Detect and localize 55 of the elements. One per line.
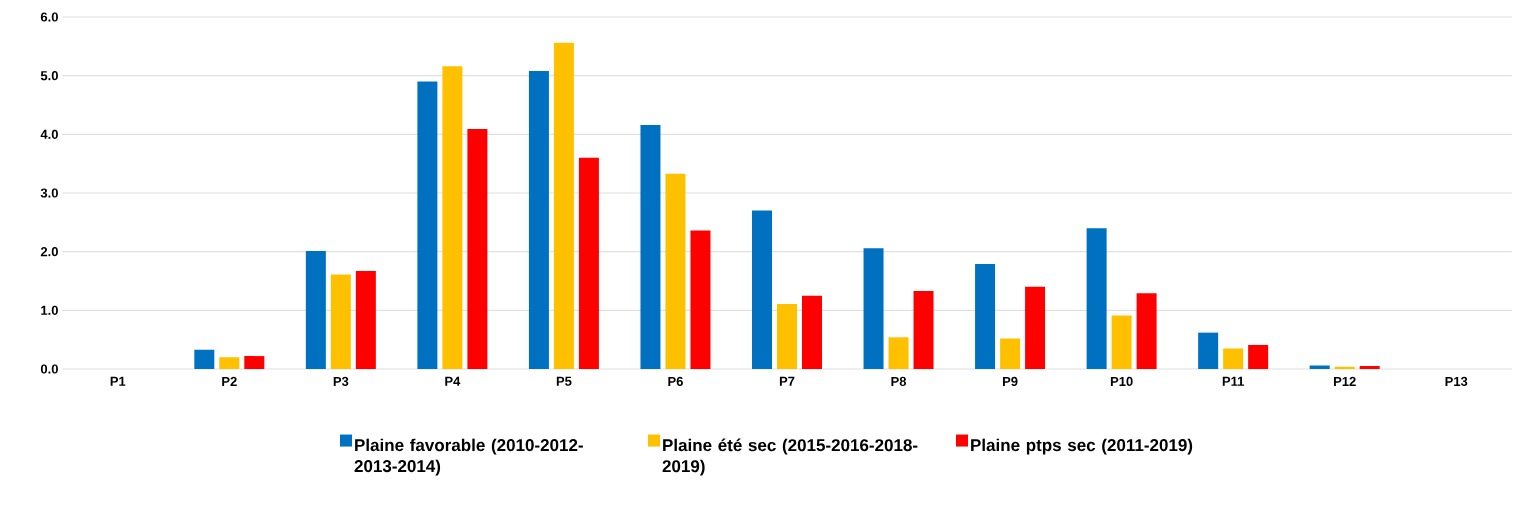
x-tick-label: P11 [1222,376,1244,386]
bar [863,248,884,369]
x-tick-label: P13 [1445,376,1468,387]
bar [802,295,822,369]
bar [913,290,934,369]
bar [888,337,909,369]
bar [665,173,686,369]
x-tick-label: P12 [1333,376,1356,386]
bar [244,356,265,369]
bar [219,357,240,369]
bar [442,66,463,369]
bar [1111,315,1132,369]
y-tick-label: 2.0 [40,247,58,257]
bar [1086,228,1107,369]
bar [194,349,215,369]
x-tick-label: P9 [1002,376,1018,386]
y-tick-label: 4.0 [40,129,58,139]
legend-label: Plaine favorable (2010-2012-2013-2014) [354,438,583,476]
bar [1359,366,1380,369]
y-tick-label: 1.0 [41,305,58,315]
y-tick-label: 0.0 [40,364,58,374]
legend-label: Plaine ptps sec (2011-2019) [971,438,1193,455]
y-tick-label: 5.0 [40,71,58,81]
y-tick-label: 6.0 [40,12,58,22]
bar [1309,365,1330,369]
x-tick-label: P5 [556,376,572,386]
bar [355,271,376,369]
bar [330,274,351,369]
bar [528,70,549,369]
bar [553,42,574,369]
y-tick-label: 3.0 [40,188,58,198]
bar [1025,286,1046,369]
bar [777,303,797,369]
bar [1136,293,1157,369]
bar [640,124,661,369]
legend-label: Plaine été sec (2015-2016-2018-2019) [662,438,918,476]
x-tick-label: P10 [1110,376,1133,386]
bar [975,263,996,369]
x-tick-label: P1 [110,376,126,386]
bar [578,157,599,369]
bar [1223,348,1244,369]
bar [1000,338,1021,369]
bar [417,81,438,369]
x-tick-label: P2 [222,376,237,386]
bar [1248,344,1269,369]
bar [690,230,711,369]
bar [752,210,772,369]
bar [467,129,488,369]
x-tick-label: P6 [668,376,683,386]
bar [305,251,326,369]
x-tick-label: P3 [333,376,349,387]
bar [1198,332,1219,369]
x-tick-label: P4 [445,376,461,386]
x-tick-label: P8 [891,376,907,386]
x-tick-label: P7 [779,376,795,386]
